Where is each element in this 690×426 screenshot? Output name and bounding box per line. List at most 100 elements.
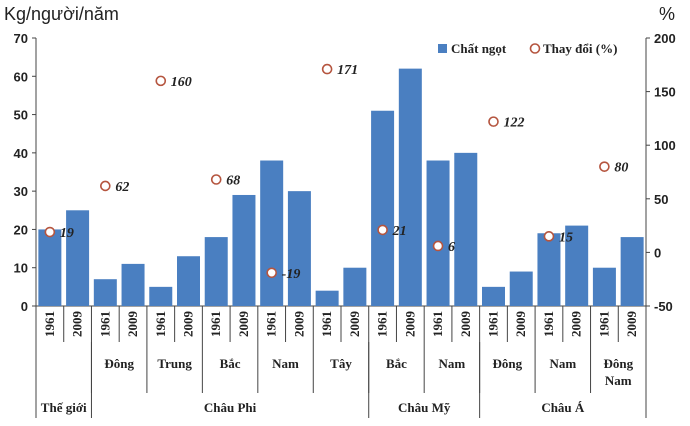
bar: [232, 194, 256, 306]
right-tick-label: 0: [654, 245, 661, 260]
bar: [454, 152, 478, 306]
bar: [260, 160, 284, 306]
change-marker: [155, 75, 167, 87]
subregion-label: Nam: [549, 356, 576, 371]
year-label: 2009: [291, 311, 306, 338]
bar: [371, 110, 395, 306]
change-marker: [432, 240, 444, 252]
year-label: 2009: [347, 311, 362, 338]
subregion-label: Bắc: [220, 356, 241, 371]
change-marker: [599, 161, 610, 172]
bar: [66, 210, 90, 306]
left-tick-label: 30: [14, 184, 28, 199]
year-label: 2009: [181, 311, 196, 338]
left-tick-label: 0: [21, 299, 28, 314]
year-label: 1961: [319, 311, 334, 337]
bar: [509, 271, 533, 306]
left-tick-label: 70: [14, 31, 28, 46]
bar: [426, 160, 450, 306]
bar: [287, 191, 311, 306]
year-label: 2009: [513, 311, 528, 338]
year-label: 1961: [375, 311, 390, 337]
year-label: 1961: [430, 311, 445, 337]
year-label: 1961: [486, 311, 501, 337]
bar: [315, 290, 339, 306]
year-label: 1961: [541, 311, 556, 337]
legend-bar-label: Chất ngọt: [451, 41, 507, 56]
change-marker: [266, 267, 277, 279]
change-label: 171: [337, 63, 358, 78]
y-left-axis-label: Kg/người/năm: [4, 4, 119, 24]
change-marker: [543, 231, 555, 242]
subregion-label: Nam: [439, 356, 466, 371]
change-marker: [488, 116, 499, 127]
year-label: 2009: [70, 311, 85, 338]
bar: [38, 229, 62, 306]
subregion-label: Đông: [493, 356, 523, 371]
change-marker: [210, 174, 222, 185]
change-marker: [377, 224, 388, 236]
bar: [177, 256, 200, 306]
change-label: 160: [171, 75, 192, 90]
subregion-label: Đông: [603, 356, 633, 371]
year-label: 2009: [458, 311, 473, 338]
bar: [149, 286, 173, 306]
y-right-axis-label: %: [659, 4, 675, 24]
year-label: 2009: [236, 311, 251, 338]
bar: [343, 267, 367, 306]
subregion-label: Đông: [104, 356, 134, 371]
change-label: 19: [60, 226, 74, 241]
change-marker: [321, 63, 333, 75]
year-label: 2009: [125, 311, 140, 338]
bar: [592, 267, 616, 306]
change-label: 6: [448, 240, 455, 255]
year-label: 1961: [208, 311, 223, 337]
subregion-label: Nam: [272, 356, 299, 371]
change-label: 62: [115, 180, 129, 195]
year-label: 2009: [569, 311, 584, 338]
right-tick-label: 100: [654, 138, 676, 153]
change-marker: [44, 226, 56, 238]
bar: [620, 237, 644, 306]
left-tick-label: 20: [14, 222, 28, 237]
right-tick-label: 200: [654, 31, 676, 46]
region-label: Châu Phi: [204, 400, 257, 415]
bar: [565, 225, 589, 306]
year-label: 1961: [264, 311, 279, 337]
year-label: 1961: [97, 311, 112, 337]
right-tick-label: 150: [654, 85, 676, 100]
year-label: 1961: [42, 311, 57, 337]
right-tick-label: -50: [654, 299, 673, 314]
subregion-label: Bắc: [386, 356, 407, 371]
left-tick-label: 10: [14, 261, 28, 276]
bar: [121, 263, 145, 306]
legend-bar-swatch: [438, 44, 447, 53]
region-label: Thế giới: [41, 400, 87, 415]
subregion-label: Trung: [157, 356, 192, 371]
bar: [398, 68, 422, 306]
left-tick-label: 50: [14, 108, 28, 123]
legend-marker-label: Thay đổi (%): [543, 41, 617, 56]
bar: [482, 286, 505, 306]
legend-marker-swatch: [529, 43, 541, 54]
bar: [93, 279, 117, 306]
left-tick-label: 40: [14, 146, 28, 161]
change-label: 15: [559, 230, 573, 245]
change-label: 80: [614, 161, 628, 176]
region-label: Châu Á: [541, 400, 585, 415]
left-tick-label: 60: [14, 69, 28, 84]
right-tick-label: 50: [654, 192, 668, 207]
change-label: 122: [504, 116, 525, 131]
subregion-label: Nam: [605, 373, 632, 388]
change-label: 21: [392, 224, 407, 239]
year-label: 2009: [624, 311, 639, 338]
subregion-label: Tây: [330, 356, 352, 371]
change-marker: [100, 180, 111, 192]
change-label: -19: [282, 267, 301, 282]
year-label: 1961: [153, 311, 168, 337]
year-label: 2009: [402, 311, 417, 338]
region-label: Châu Mỹ: [398, 400, 451, 415]
change-label: 68: [226, 174, 240, 189]
